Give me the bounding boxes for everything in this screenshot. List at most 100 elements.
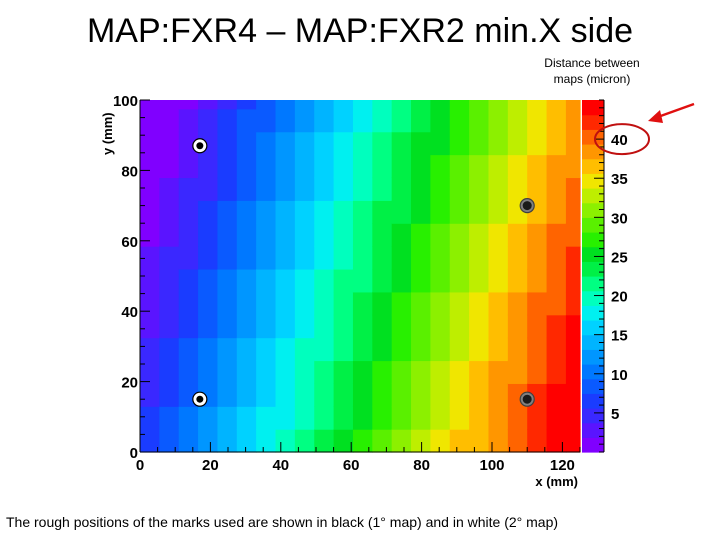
- colorbar-band: [582, 173, 604, 189]
- heatmap-cell: [430, 108, 451, 133]
- colorbar-tick-label: 30: [611, 210, 628, 227]
- heatmap-cell: [140, 177, 160, 201]
- heatmap-cell: [565, 246, 581, 270]
- colorbar-band: [582, 320, 604, 336]
- heatmap-cell: [430, 246, 451, 270]
- heatmap-cell: [256, 100, 277, 110]
- heatmap-cell: [256, 246, 277, 270]
- heatmap-cell: [546, 314, 567, 339]
- heatmap-cell: [314, 314, 335, 339]
- heatmap-cell: [449, 406, 470, 430]
- heatmap-cell: [294, 200, 315, 224]
- heatmap-cell: [411, 291, 431, 316]
- heatmap-cell: [488, 314, 509, 339]
- x-tick-label: 80: [413, 457, 430, 474]
- heatmap-cell: [256, 337, 277, 362]
- heatmap-cell: [294, 100, 315, 110]
- heatmap-cell: [352, 337, 373, 362]
- heatmap-cell: [372, 429, 393, 453]
- heatmap-cell: [565, 268, 581, 293]
- heatmap-cell: [391, 246, 412, 270]
- heatmap-cell: [159, 337, 180, 362]
- heatmap-cell: [449, 100, 470, 110]
- heatmap-cell: [469, 177, 490, 201]
- heatmap-cell: [198, 268, 219, 293]
- heatmap-cell: [449, 200, 470, 224]
- colorbar-band: [582, 276, 604, 292]
- heatmap-cell: [256, 429, 277, 453]
- heatmap-cell: [294, 383, 315, 407]
- color-scale: [582, 100, 605, 453]
- heatmap-cell: [546, 406, 567, 430]
- y-tick-label: 60: [121, 234, 138, 251]
- heatmap-cell: [430, 429, 451, 453]
- heatmap-cell: [198, 154, 219, 179]
- heatmap-cell: [159, 268, 180, 293]
- y-tick-label: 100: [113, 93, 138, 110]
- heatmap-cell: [507, 429, 528, 453]
- heatmap-cell: [527, 291, 548, 316]
- heatmap-cell: [546, 337, 567, 362]
- heatmap-cell: [275, 246, 296, 270]
- heatmap-cell: [256, 131, 277, 156]
- heatmap-cell: [275, 108, 296, 133]
- heatmap-cell: [314, 406, 335, 430]
- heatmap-cell: [236, 429, 257, 453]
- heatmap-cell: [159, 177, 180, 201]
- heatmap-cell: [352, 223, 373, 247]
- heatmap-cell: [314, 100, 335, 110]
- heatmap-cell: [314, 131, 335, 156]
- heatmap-cell: [178, 100, 199, 110]
- heatmap-cell: [488, 246, 509, 270]
- colorbar-band: [582, 188, 604, 204]
- heatmap-cell: [449, 268, 470, 293]
- heatmap-cell: [236, 131, 257, 156]
- heatmap-cell: [217, 154, 238, 179]
- heatmap-cell: [527, 314, 548, 339]
- heatmap-cell: [236, 337, 257, 362]
- heatmap-cell: [449, 291, 470, 316]
- heatmap-cell: [507, 268, 528, 293]
- heatmap-cell: [236, 177, 257, 201]
- heatmap-cell: [352, 200, 373, 224]
- heatmap-cell: [469, 360, 490, 384]
- heatmap-cell: [333, 246, 354, 270]
- heatmap-cell: [314, 108, 335, 133]
- heatmap-cell: [236, 154, 257, 179]
- heatmap-cell: [430, 337, 451, 362]
- heatmap-cell: [333, 108, 354, 133]
- colorbar-tick-label: 35: [611, 171, 628, 188]
- heatmap-cell: [352, 108, 373, 133]
- x-tick-label: 20: [202, 457, 219, 474]
- x-tick-label: 100: [479, 457, 504, 474]
- caption: The rough positions of the marks used ar…: [6, 514, 559, 530]
- heatmap-cell: [178, 429, 199, 453]
- colorbar-tick-label: 40: [611, 132, 628, 149]
- heatmap-cell: [352, 360, 373, 384]
- colorbar-band: [582, 232, 604, 248]
- heatmap-cell: [565, 314, 581, 339]
- heatmap-cell: [527, 337, 548, 362]
- heatmap-cell: [198, 337, 219, 362]
- heatmap-cell: [159, 314, 180, 339]
- heatmap-cell: [372, 360, 393, 384]
- heatmap-cell: [372, 383, 393, 407]
- heatmap-cell: [565, 337, 581, 362]
- heatmap-cell: [411, 100, 431, 110]
- heatmap-cell: [469, 291, 490, 316]
- colorbar-band: [582, 422, 604, 438]
- heatmap-cell: [411, 383, 431, 407]
- heatmap-cell: [507, 291, 528, 316]
- colorbar-band: [582, 305, 604, 321]
- heatmap-cell: [372, 223, 393, 247]
- heatmap-cell: [217, 131, 238, 156]
- heatmap-cell: [256, 314, 277, 339]
- heatmap-cell: [411, 154, 431, 179]
- heatmap-cell: [488, 406, 509, 430]
- heatmap-cell: [314, 337, 335, 362]
- y-tick-label: 20: [121, 375, 138, 392]
- heatmap-cell: [507, 223, 528, 247]
- heatmap-cell: [527, 360, 548, 384]
- heatmap-cell: [236, 100, 257, 110]
- heatmap-cell: [333, 223, 354, 247]
